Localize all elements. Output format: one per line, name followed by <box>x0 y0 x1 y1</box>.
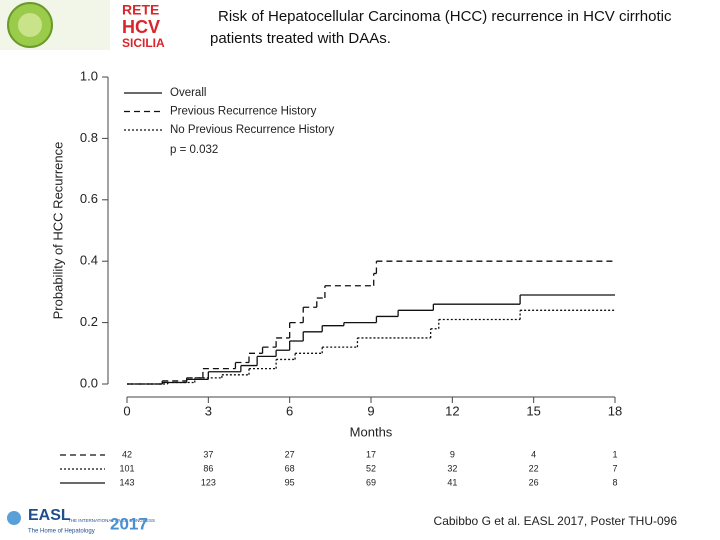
at-risk-count: 32 <box>447 463 457 473</box>
logo: RETE HCV SICILIA <box>0 0 165 50</box>
y-tick-label: 0.8 <box>80 130 98 145</box>
y-axis-label: Probability of HCC Recurrence <box>50 142 65 320</box>
at-risk-count: 86 <box>203 463 213 473</box>
logo-dot <box>7 511 21 525</box>
x-tick-label: 3 <box>205 403 212 418</box>
y-tick-label: 0.6 <box>80 191 98 206</box>
x-tick-label: 6 <box>286 403 293 418</box>
x-tick-label: 12 <box>445 403 459 418</box>
at-risk-count: 123 <box>201 477 216 487</box>
x-tick-label: 9 <box>367 403 374 418</box>
y-tick-label: 0.0 <box>80 375 98 390</box>
x-axis-label: Months <box>350 424 393 439</box>
y-tick-label: 0.2 <box>80 314 98 329</box>
legend-label: No Previous Recurrence History <box>170 124 335 136</box>
at-risk-count: 4 <box>531 449 536 459</box>
x-tick-label: 15 <box>526 403 540 418</box>
at-risk-count: 143 <box>119 477 134 487</box>
logo-text: RETE <box>122 2 159 18</box>
citation: Cabibbo G et al. EASL 2017, Poster THU-0… <box>434 514 678 528</box>
at-risk-count: 9 <box>450 449 455 459</box>
virus-core <box>18 13 42 37</box>
at-risk-count: 7 <box>612 463 617 473</box>
logo-text: SICILIA <box>122 36 165 50</box>
legend-label: Overall <box>170 87 206 99</box>
at-risk-count: 101 <box>119 463 134 473</box>
congress-text: THE INTERNATIONAL LIVER CONGRESS <box>68 518 155 523</box>
at-risk-count: 41 <box>447 477 457 487</box>
y-tick-label: 1.0 <box>80 68 98 83</box>
easl-text: EASL <box>28 507 71 524</box>
logo-text: HCV <box>122 17 160 37</box>
at-risk-count: 27 <box>285 449 295 459</box>
at-risk-count: 17 <box>366 449 376 459</box>
at-risk-count: 1 <box>612 449 617 459</box>
at-risk-count: 52 <box>366 463 376 473</box>
legend-label: Previous Recurrence History <box>170 106 317 118</box>
at-risk-count: 69 <box>366 477 376 487</box>
title-box: Risk of Hepatocellular Carcinoma (HCC) r… <box>210 8 672 47</box>
annotation: p = 0.032 <box>170 144 218 156</box>
easl-logo: EASL The Home of Hepatology THE INTERNAT… <box>7 507 155 535</box>
at-risk-count: 22 <box>529 463 539 473</box>
year-text: 2017 <box>110 514 148 533</box>
at-risk-count: 68 <box>285 463 295 473</box>
plot: 0.00.20.40.60.81.00 3 6 9 12 15 18MonthsProbab… <box>50 68 622 487</box>
at-risk-count: 42 <box>122 449 132 459</box>
slide-title: Risk of Hepatocellular Carcinoma (HCC) r… <box>210 8 672 47</box>
at-risk-count: 26 <box>529 477 539 487</box>
easl-tagline: The Home of Hepatology <box>28 529 95 535</box>
y-tick-label: 0.4 <box>80 253 98 268</box>
at-risk-count: 95 <box>285 477 295 487</box>
x-tick-label: 18 <box>608 403 622 418</box>
at-risk-count: 8 <box>612 477 617 487</box>
at-risk-count: 37 <box>203 449 213 459</box>
x-tick-label: 0 <box>123 403 130 418</box>
